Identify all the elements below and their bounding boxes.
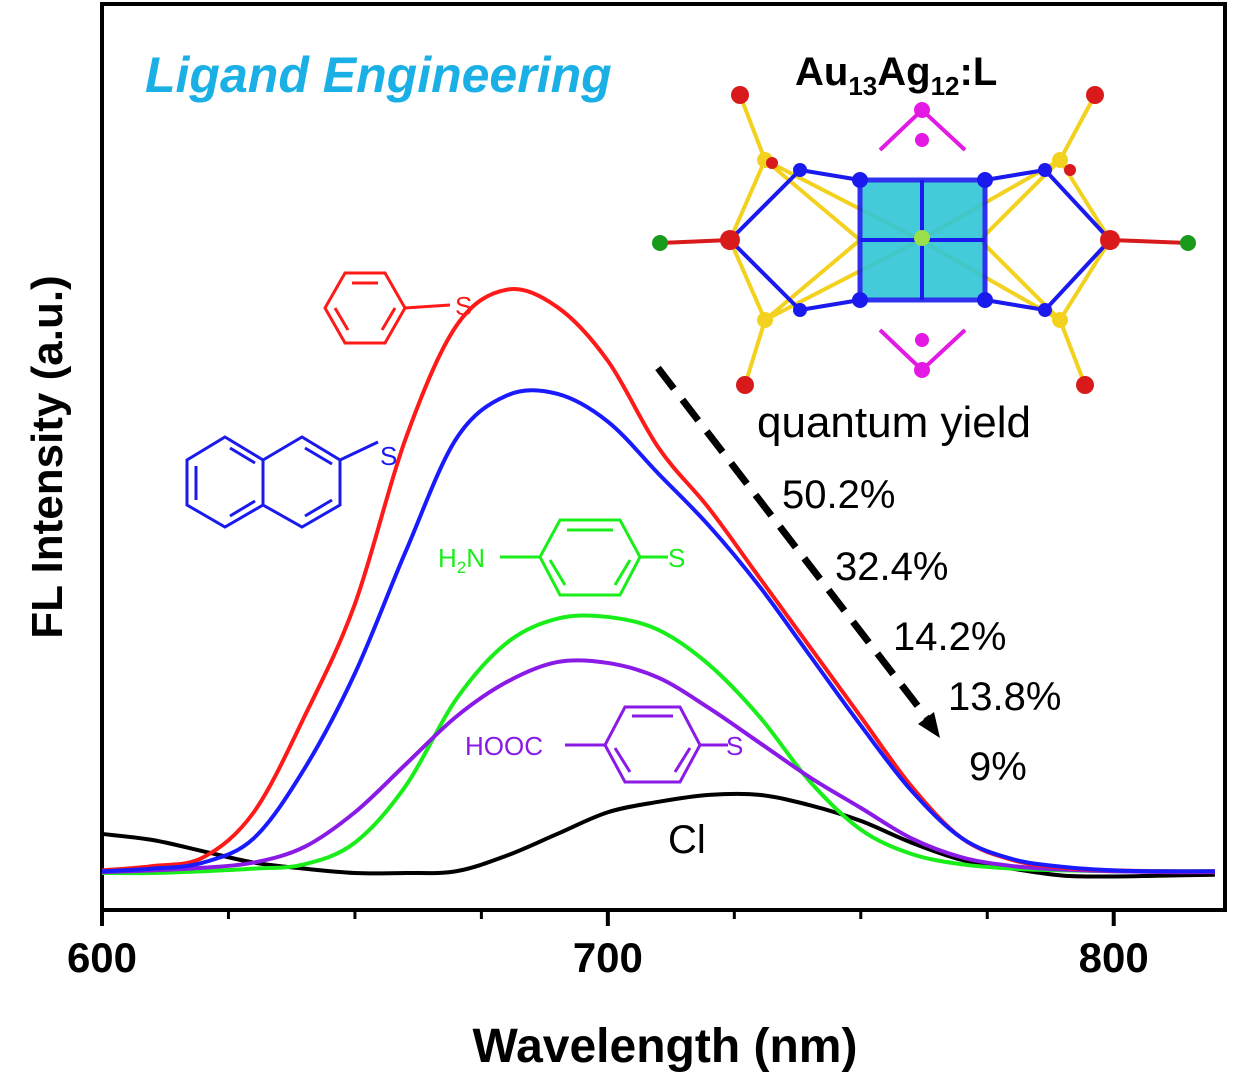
- au13ag12-cluster-structure: [652, 86, 1196, 394]
- acid-s-label: S: [726, 731, 743, 761]
- aminothiophenolate-structure: [500, 518, 668, 597]
- y-axis-label: FL Intensity (a.u.): [23, 275, 72, 638]
- x-tick-label: 700: [573, 934, 643, 981]
- naphthyl-s-label: S: [380, 441, 397, 471]
- cl-label: Cl: [668, 818, 706, 862]
- quantum-yield-arrow: [655, 365, 940, 738]
- series-line-2-naphthalenethiolate: [101, 388, 1215, 874]
- cluster-label: Au13Ag12:L: [795, 50, 997, 101]
- series-line-phenylthiolate: [101, 287, 1215, 874]
- qy-value-2: 32.4%: [835, 545, 948, 589]
- spectrum-curves: [101, 287, 1215, 879]
- series-line-4-aminothiophenolate: [101, 613, 1215, 876]
- phenyl-s-label: S: [455, 291, 472, 321]
- qy-value-3: 14.2%: [893, 615, 1006, 659]
- x-axis-label: Wavelength (nm): [473, 1020, 858, 1073]
- naphthalenethiolate-structure: [185, 435, 379, 529]
- plot-frame: [100, 2, 1227, 912]
- mercaptobenzoic-structure: [565, 705, 728, 784]
- acid-label: HOOC: [465, 731, 543, 761]
- x-tick-label: 800: [1079, 934, 1149, 981]
- qy-value-4: 13.8%: [948, 675, 1061, 719]
- chart-title: Ligand Engineering: [145, 47, 612, 103]
- qy-value-5: 9%: [969, 745, 1027, 789]
- amino-s-label: S: [668, 543, 685, 573]
- series-line-4-mercaptobenzoic-acid: [101, 658, 1215, 875]
- qy-value-1: 50.2%: [782, 473, 895, 517]
- amine-label: H2N: [438, 543, 485, 577]
- phenylthiolate-structure: [323, 271, 451, 345]
- x-tick-label: 600: [67, 934, 137, 981]
- quantum-yield-label: quantum yield: [757, 398, 1031, 447]
- x-axis-ticks: 600 700 800: [67, 910, 1149, 981]
